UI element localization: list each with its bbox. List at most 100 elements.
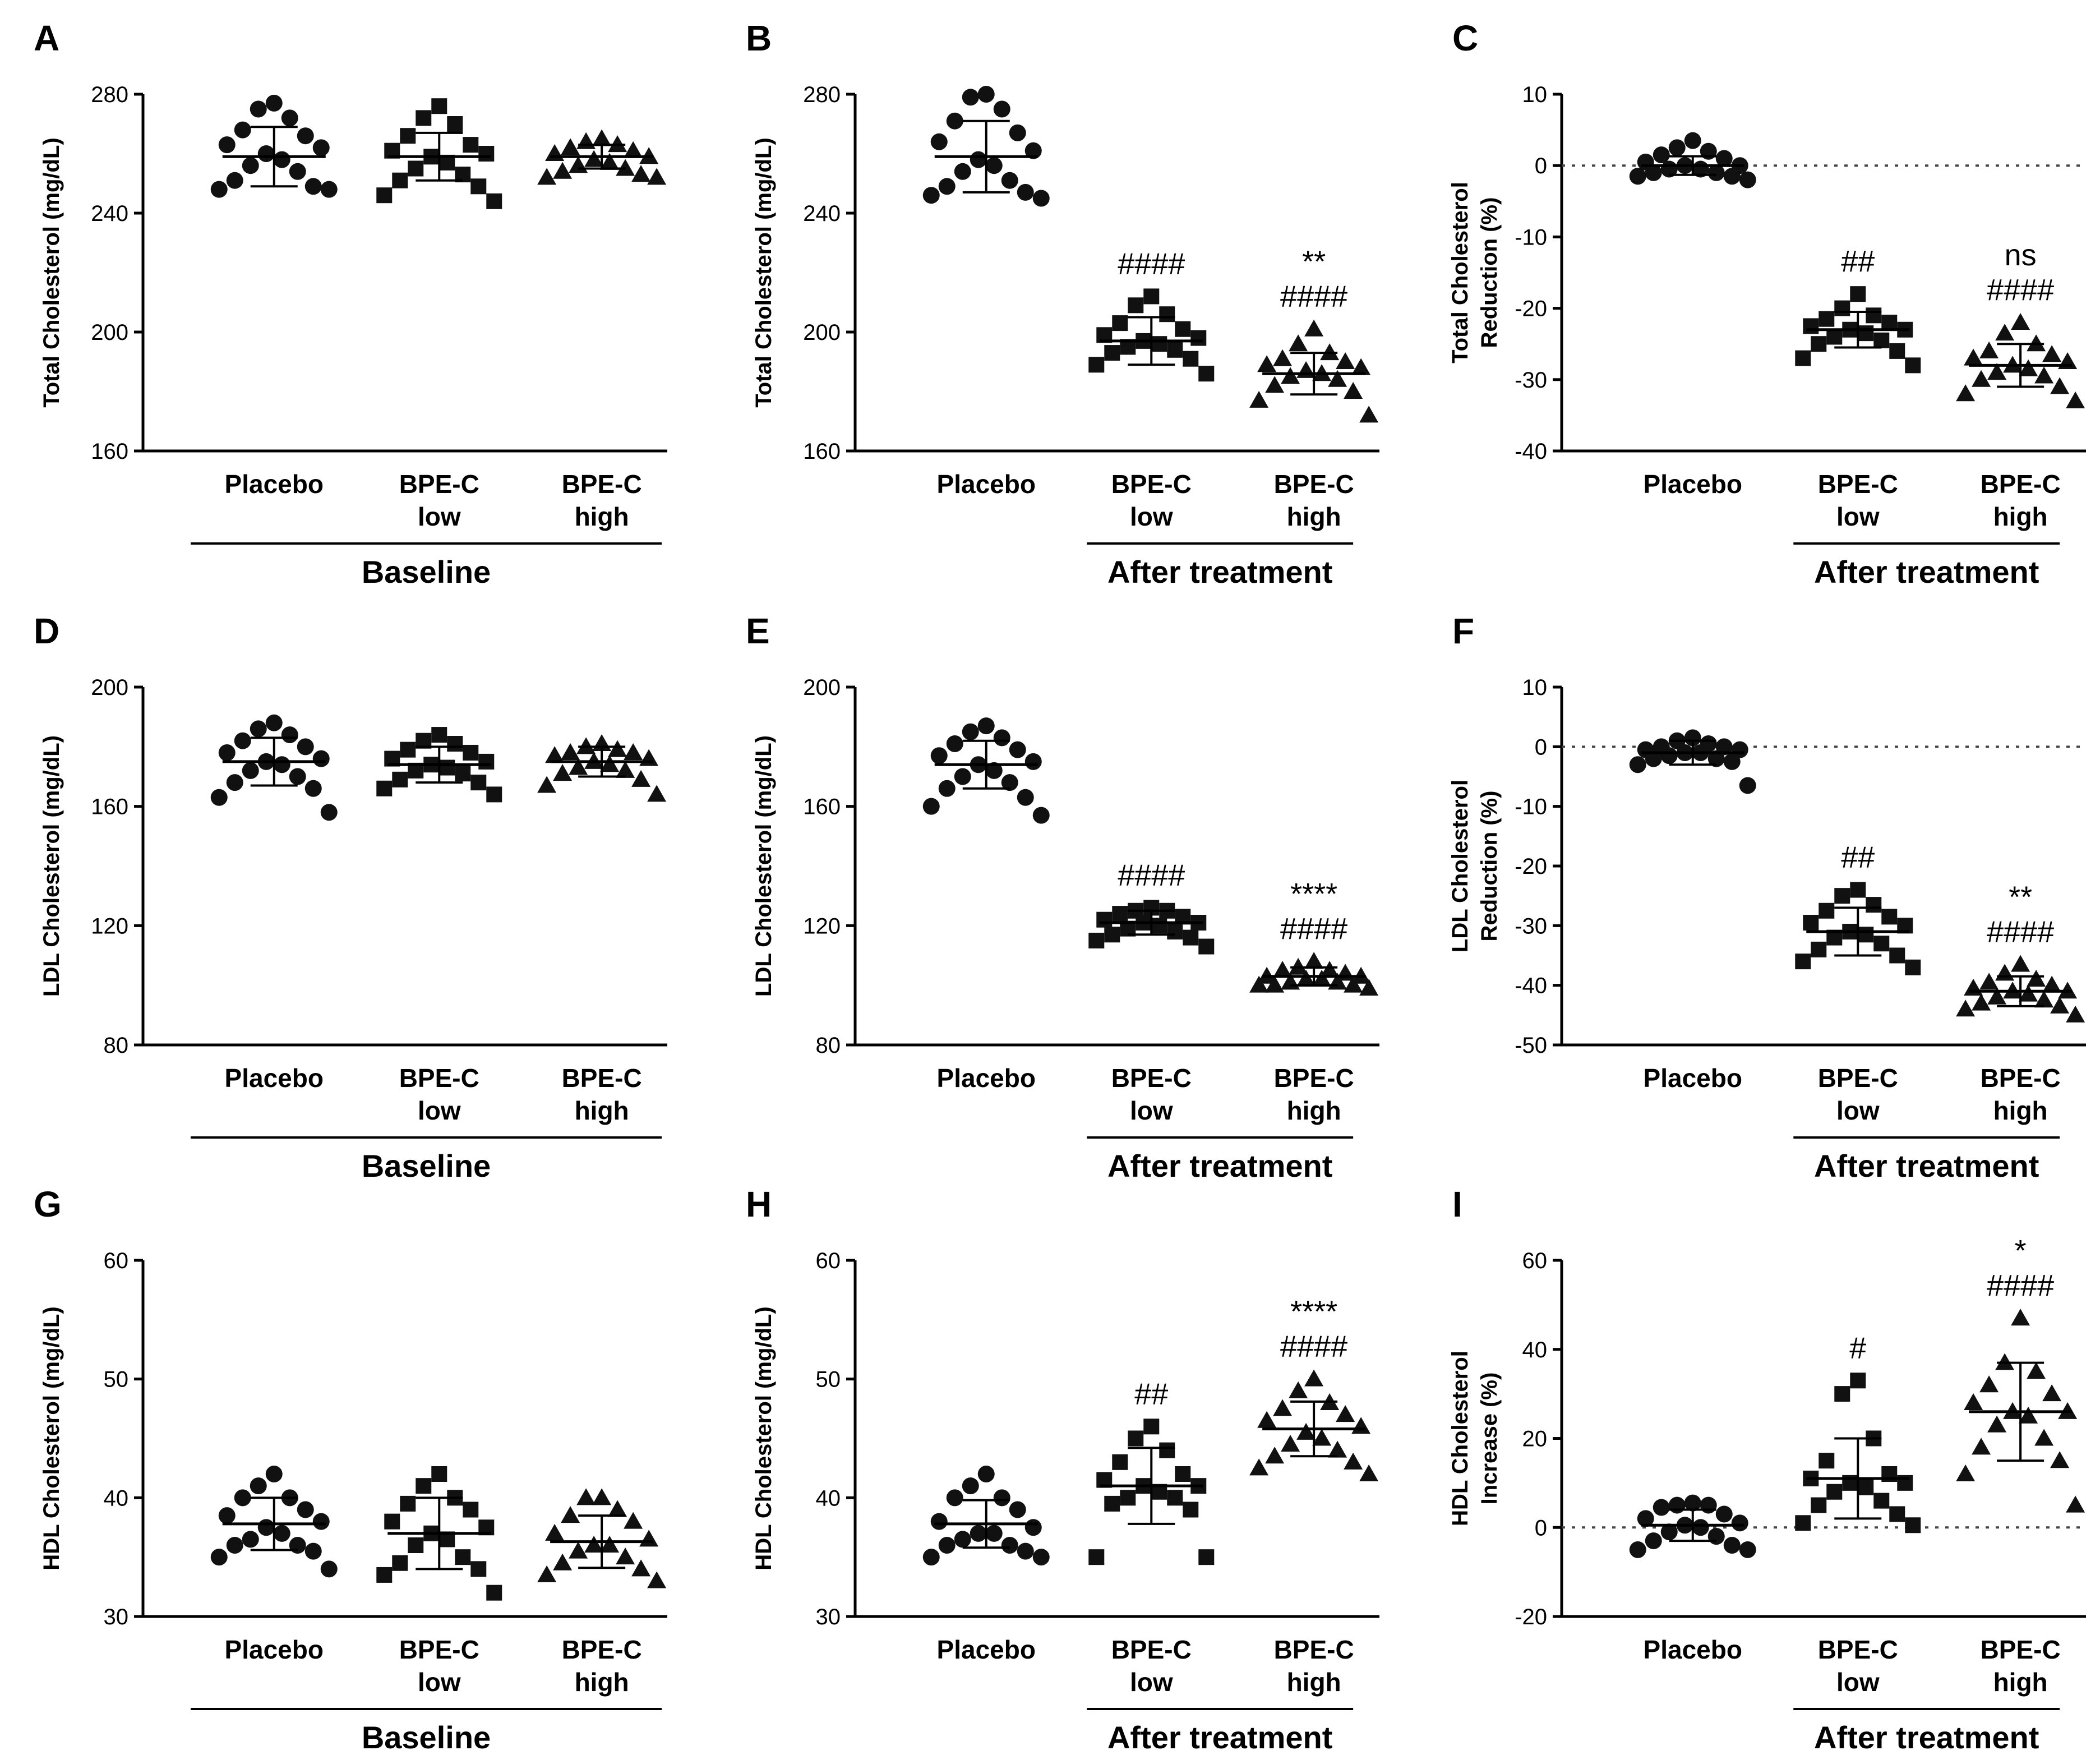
data-point bbox=[1795, 954, 1811, 970]
data-point bbox=[226, 172, 243, 189]
data-point bbox=[1359, 406, 1379, 423]
data-point bbox=[416, 110, 432, 126]
data-point bbox=[392, 771, 408, 787]
data-point bbox=[1249, 1458, 1269, 1476]
data-point bbox=[234, 121, 251, 139]
data-point bbox=[985, 1524, 1003, 1542]
y-tick-label: 280 bbox=[803, 82, 841, 107]
x-category-label: BPE-C high bbox=[562, 1063, 642, 1125]
data-point bbox=[1684, 1494, 1701, 1512]
data-point bbox=[569, 156, 588, 173]
panel-label: F bbox=[1452, 611, 1474, 651]
series-bpe-c-low bbox=[376, 1466, 502, 1601]
data-point bbox=[1336, 1405, 1355, 1422]
data-point bbox=[561, 743, 580, 760]
panel-label: A bbox=[34, 18, 59, 58]
data-point bbox=[600, 755, 620, 772]
y-tick-label: -10 bbox=[1515, 795, 1547, 819]
data-point bbox=[2042, 345, 2062, 362]
data-point bbox=[1198, 366, 1215, 382]
data-point bbox=[447, 116, 463, 132]
data-point bbox=[400, 128, 416, 144]
data-point bbox=[257, 1519, 275, 1536]
y-axis-label: LDL Cholesterol (mg/dL) bbox=[751, 735, 776, 997]
data-point bbox=[2050, 1451, 2070, 1468]
data-point bbox=[616, 761, 635, 778]
data-point bbox=[1684, 729, 1701, 747]
data-point bbox=[930, 133, 948, 150]
data-point bbox=[408, 160, 424, 177]
y-tick-label: -40 bbox=[1515, 974, 1547, 998]
x-category-label: BPE-C low bbox=[399, 1635, 479, 1697]
data-point bbox=[1351, 358, 1371, 375]
data-point bbox=[1359, 978, 1379, 996]
data-point bbox=[962, 89, 979, 106]
series-bpe-c-low: ## bbox=[1795, 245, 1921, 374]
data-point bbox=[970, 151, 987, 168]
data-point bbox=[962, 723, 979, 740]
data-point bbox=[1956, 1464, 1976, 1481]
data-point bbox=[1265, 975, 1285, 993]
data-point bbox=[486, 193, 502, 209]
panel-e: E 80 120 160 200 LDL Cholesterol (mg/dL) Place… bbox=[746, 611, 1379, 1183]
data-point bbox=[2034, 366, 2054, 384]
series-placebo bbox=[922, 717, 1050, 824]
group-label: After treatment bbox=[1107, 554, 1332, 589]
y-tick-label: 200 bbox=[91, 675, 128, 700]
y-axis-label: Total Cholesterol (mg/dL) bbox=[751, 137, 776, 407]
data-point bbox=[1964, 978, 1983, 996]
data-point bbox=[1905, 959, 1921, 975]
data-point bbox=[2066, 1005, 2085, 1023]
data-point bbox=[320, 181, 338, 198]
data-point bbox=[2019, 984, 2038, 1002]
significance-annotation: #### bbox=[1987, 915, 2054, 948]
data-point bbox=[1151, 336, 1167, 352]
data-point bbox=[1889, 947, 1905, 964]
panel-i: I -20 0 20 40 60 HDL Cholesterol Increase (%) Pl… bbox=[1448, 1184, 2086, 1755]
series-bpe-c-high: ****#### bbox=[1249, 877, 1379, 996]
data-point bbox=[1112, 906, 1128, 922]
data-point bbox=[2066, 391, 2085, 408]
data-point bbox=[1795, 1515, 1811, 1531]
data-point bbox=[1265, 376, 1285, 393]
significance-annotation: #### bbox=[1280, 280, 1347, 314]
y-tick-label: 50 bbox=[104, 1367, 129, 1392]
data-point bbox=[1873, 1493, 1890, 1509]
x-category-label: BPE-C high bbox=[1274, 1635, 1354, 1697]
data-point bbox=[954, 163, 971, 180]
y-tick-label: -10 bbox=[1515, 225, 1547, 250]
panel-label: C bbox=[1452, 18, 1478, 58]
data-point bbox=[553, 764, 573, 781]
data-point bbox=[938, 780, 956, 797]
data-point bbox=[922, 798, 940, 815]
data-point bbox=[561, 1506, 580, 1523]
significance-annotation: #### bbox=[1118, 858, 1185, 892]
y-tick-label: 160 bbox=[91, 439, 128, 464]
data-point bbox=[1289, 334, 1308, 352]
data-point bbox=[210, 789, 228, 806]
x-category-label: BPE-C high bbox=[1981, 469, 2061, 531]
data-point bbox=[569, 1541, 588, 1559]
x-category-label: Placebo bbox=[1644, 1635, 1742, 1664]
data-point bbox=[297, 127, 314, 145]
data-point bbox=[2066, 1495, 2085, 1513]
data-point bbox=[250, 720, 267, 738]
data-point bbox=[1128, 1430, 1144, 1447]
data-point bbox=[226, 1537, 243, 1554]
y-tick-label: -30 bbox=[1515, 368, 1547, 393]
data-point bbox=[1819, 311, 1835, 327]
data-point bbox=[1692, 1519, 1709, 1536]
data-point bbox=[1881, 315, 1898, 331]
data-point bbox=[1873, 936, 1890, 952]
data-point bbox=[1359, 1464, 1379, 1481]
data-point bbox=[592, 129, 612, 146]
group-label: After treatment bbox=[1107, 1148, 1332, 1183]
data-point bbox=[312, 750, 330, 767]
data-point bbox=[1104, 345, 1120, 361]
y-tick-label: -40 bbox=[1515, 439, 1547, 464]
y-tick-label: 30 bbox=[816, 1605, 841, 1629]
data-point bbox=[455, 1549, 471, 1565]
x-category-label: BPE-C high bbox=[1274, 469, 1354, 531]
panel-a: A 160 200 240 280 Total Cholesterol (mg/dL) Pl… bbox=[34, 18, 667, 589]
